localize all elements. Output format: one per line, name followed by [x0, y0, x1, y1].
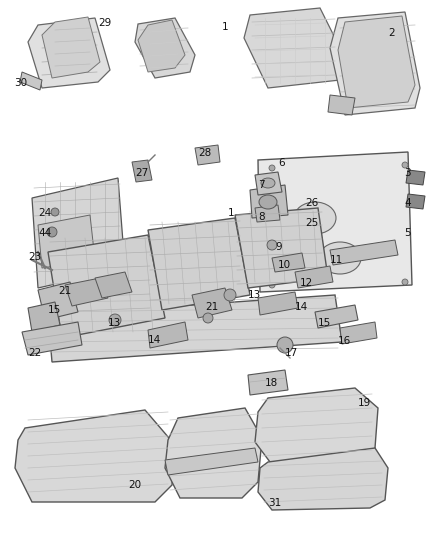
- Text: 7: 7: [258, 180, 265, 190]
- Polygon shape: [244, 8, 345, 88]
- Polygon shape: [132, 160, 152, 182]
- Text: 3: 3: [404, 168, 411, 178]
- Polygon shape: [192, 288, 232, 318]
- Text: 4: 4: [404, 198, 411, 208]
- Polygon shape: [330, 240, 398, 265]
- Circle shape: [47, 227, 57, 237]
- Ellipse shape: [319, 242, 361, 274]
- Text: 13: 13: [108, 318, 121, 328]
- Circle shape: [269, 282, 275, 288]
- Circle shape: [109, 314, 121, 326]
- Text: 27: 27: [135, 168, 148, 178]
- Circle shape: [224, 289, 236, 301]
- Polygon shape: [148, 322, 188, 348]
- Circle shape: [203, 313, 213, 323]
- Text: 15: 15: [318, 318, 331, 328]
- Ellipse shape: [259, 195, 277, 209]
- Polygon shape: [28, 18, 110, 88]
- Text: 25: 25: [305, 218, 318, 228]
- Text: 5: 5: [404, 228, 411, 238]
- Polygon shape: [250, 185, 288, 218]
- Polygon shape: [22, 322, 82, 355]
- Polygon shape: [406, 170, 425, 185]
- Polygon shape: [258, 292, 298, 315]
- Circle shape: [267, 240, 277, 250]
- Polygon shape: [135, 18, 195, 78]
- Text: 1: 1: [222, 22, 229, 32]
- Text: 44: 44: [38, 228, 51, 238]
- Polygon shape: [165, 448, 258, 475]
- Text: 22: 22: [28, 348, 41, 358]
- Text: 26: 26: [305, 198, 318, 208]
- Polygon shape: [65, 278, 108, 306]
- Text: 15: 15: [48, 305, 61, 315]
- Polygon shape: [195, 145, 220, 165]
- Polygon shape: [406, 194, 425, 209]
- Text: 9: 9: [275, 242, 282, 252]
- Text: 23: 23: [28, 252, 41, 262]
- Polygon shape: [255, 205, 280, 222]
- Circle shape: [277, 337, 293, 353]
- Text: 30: 30: [14, 78, 27, 88]
- Text: 2: 2: [388, 28, 395, 38]
- Text: 28: 28: [198, 148, 211, 158]
- Text: 21: 21: [58, 286, 71, 296]
- Polygon shape: [15, 410, 175, 502]
- Circle shape: [402, 279, 408, 285]
- Polygon shape: [258, 448, 388, 510]
- Polygon shape: [38, 215, 95, 268]
- Text: 20: 20: [128, 480, 141, 490]
- Polygon shape: [272, 253, 305, 272]
- Text: 18: 18: [265, 378, 278, 388]
- Circle shape: [51, 208, 59, 216]
- Polygon shape: [38, 282, 78, 320]
- Text: 14: 14: [295, 302, 308, 312]
- Polygon shape: [48, 235, 165, 338]
- Ellipse shape: [261, 178, 275, 188]
- Polygon shape: [295, 266, 333, 288]
- Circle shape: [402, 162, 408, 168]
- Polygon shape: [20, 72, 42, 90]
- Polygon shape: [340, 322, 377, 344]
- Text: 31: 31: [268, 498, 281, 508]
- Polygon shape: [255, 388, 378, 462]
- Polygon shape: [338, 16, 415, 108]
- Text: 29: 29: [98, 18, 111, 28]
- Polygon shape: [32, 178, 125, 288]
- Text: 14: 14: [148, 335, 161, 345]
- Text: 16: 16: [338, 336, 351, 346]
- Polygon shape: [48, 295, 342, 362]
- Text: 10: 10: [278, 260, 291, 270]
- Polygon shape: [255, 172, 282, 195]
- Text: 17: 17: [285, 348, 298, 358]
- Polygon shape: [258, 152, 412, 292]
- Polygon shape: [138, 20, 185, 72]
- Circle shape: [269, 165, 275, 171]
- Ellipse shape: [294, 202, 336, 234]
- Text: 6: 6: [278, 158, 285, 168]
- Text: 11: 11: [330, 255, 343, 265]
- Polygon shape: [330, 12, 420, 115]
- Polygon shape: [328, 95, 355, 115]
- Text: 24: 24: [38, 208, 51, 218]
- Text: 12: 12: [300, 278, 313, 288]
- Polygon shape: [28, 302, 60, 332]
- Polygon shape: [315, 305, 358, 328]
- Text: 1: 1: [228, 208, 235, 218]
- Polygon shape: [95, 272, 132, 298]
- Text: 13: 13: [248, 290, 261, 300]
- Polygon shape: [248, 370, 288, 395]
- Text: 21: 21: [205, 302, 218, 312]
- Polygon shape: [42, 17, 100, 78]
- Polygon shape: [148, 218, 250, 310]
- Text: 8: 8: [258, 212, 265, 222]
- Polygon shape: [165, 408, 262, 498]
- Text: 19: 19: [358, 398, 371, 408]
- Polygon shape: [235, 208, 328, 288]
